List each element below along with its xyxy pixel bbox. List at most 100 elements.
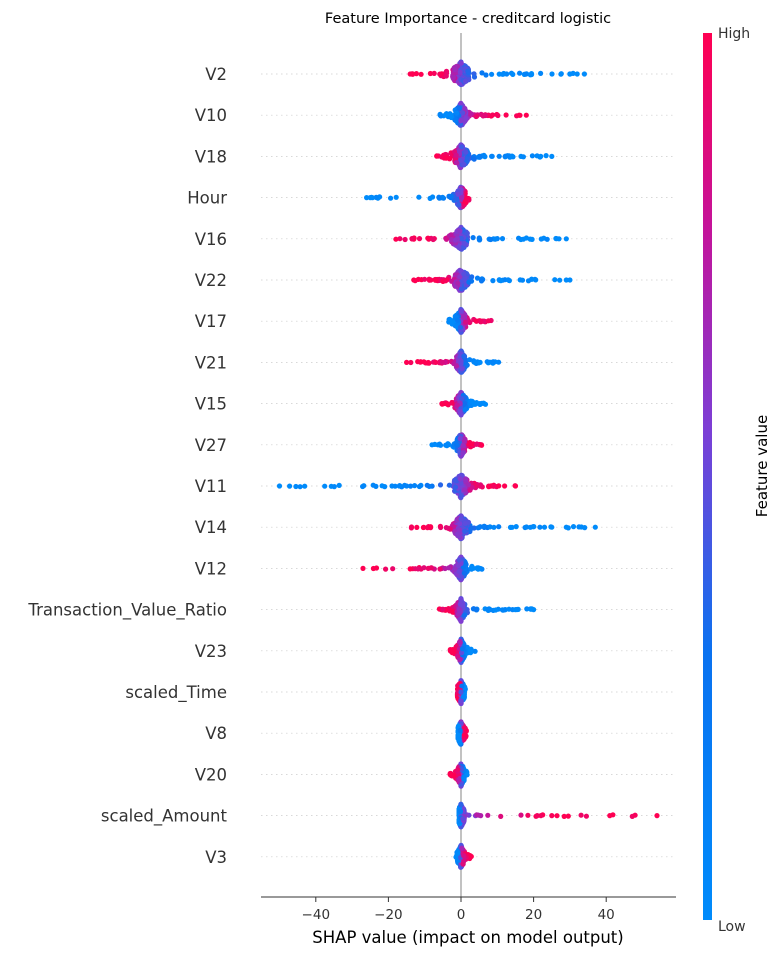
feature-label: V16 (195, 230, 227, 249)
shap-point (503, 112, 509, 118)
shap-point (501, 71, 507, 77)
shap-point (531, 607, 537, 613)
shap-point (519, 277, 526, 283)
shap-point (480, 113, 486, 119)
shap-point (416, 483, 422, 490)
shap-point (456, 105, 462, 111)
shap-point (383, 566, 389, 572)
feature-point-group (439, 389, 489, 418)
colorbar-low-label: Low (718, 919, 746, 935)
shap-point (449, 399, 455, 406)
shap-point (302, 483, 308, 489)
shap-point (443, 278, 449, 284)
shap-point (431, 70, 437, 76)
shap-point (490, 112, 496, 118)
feature-label: scaled_Amount (101, 807, 228, 827)
shap-point (513, 524, 519, 530)
shap-point (416, 236, 423, 242)
shap-point (459, 396, 465, 402)
feature-point-group (360, 554, 485, 583)
shap-point (457, 69, 463, 75)
feature-label: V10 (195, 106, 227, 125)
shap-point (436, 194, 442, 200)
shap-point (457, 640, 463, 646)
shap-point (581, 71, 588, 77)
colorbar-gradient (703, 33, 712, 920)
feature-point-group (407, 59, 588, 88)
feature-labels: V2 V10 V18 Hour V16 V22 V17 V21 V15 V27 V11 V14 V12 T… (27, 65, 227, 867)
shap-point (520, 154, 527, 160)
shap-point (468, 526, 474, 532)
shap-point (455, 653, 461, 659)
shap-point (538, 70, 544, 76)
shap-point (459, 845, 465, 851)
shap-point (379, 483, 385, 489)
shap-point (509, 153, 515, 159)
shap-point (473, 607, 479, 613)
feature-label: V15 (195, 395, 227, 414)
shap-point (462, 407, 468, 413)
shap-point (461, 725, 468, 731)
shap-point (502, 483, 508, 489)
shap-point (439, 359, 445, 365)
shap-point (474, 113, 480, 119)
shap-point (460, 776, 466, 782)
shap-point (563, 236, 569, 242)
shap-point (554, 813, 560, 819)
x-ticks: −40 −20 0 20 40 (302, 897, 615, 923)
feature-label: V17 (195, 312, 227, 331)
shap-point (549, 153, 555, 159)
shap-point (407, 566, 413, 572)
shap-point (422, 276, 428, 282)
shap-point (388, 195, 394, 201)
feature-label: V18 (195, 147, 227, 166)
shap-point (541, 524, 548, 530)
shap-point (439, 71, 445, 77)
shap-point (412, 483, 418, 489)
shap-point (454, 363, 460, 369)
shap-point (479, 442, 485, 448)
shap-point (469, 274, 475, 280)
shap-point (459, 646, 465, 652)
x-tick-label: 20 (525, 907, 542, 923)
shap-point (439, 401, 445, 407)
shap-point (458, 118, 464, 124)
shap-point (529, 236, 535, 242)
shap-point (496, 277, 502, 283)
shap-point (523, 112, 529, 118)
shap-point (524, 606, 530, 612)
shap-point (455, 531, 461, 537)
feature-point-group (446, 306, 494, 335)
shap-point (397, 236, 403, 242)
shap-point (455, 317, 461, 323)
shap-point (470, 565, 476, 571)
feature-point-group (455, 719, 469, 747)
shap-point (453, 441, 460, 447)
shap-point (460, 244, 466, 251)
shap-point (457, 476, 463, 482)
shap-point (499, 236, 506, 242)
shap-point (484, 359, 490, 365)
x-axis-label: SHAP value (impact on model output) (312, 928, 623, 947)
shap-point (416, 194, 422, 200)
shap-point (496, 524, 502, 530)
shap-point (460, 450, 466, 456)
shap-point (402, 236, 408, 243)
shap-point (549, 71, 555, 77)
shap-point (443, 236, 450, 242)
shap-point (534, 813, 540, 819)
shap-point (500, 607, 506, 613)
shap-point (456, 557, 462, 563)
shap-point (457, 435, 463, 442)
shap-point (457, 408, 463, 414)
shap-point (461, 570, 468, 576)
shap-point (458, 698, 464, 704)
feature-point-group (393, 224, 569, 252)
shap-point (389, 483, 395, 489)
shap-point (457, 732, 463, 738)
shap-point (437, 523, 443, 530)
shap-point (287, 483, 293, 489)
shap-point (452, 237, 459, 243)
shap-point (457, 808, 464, 815)
